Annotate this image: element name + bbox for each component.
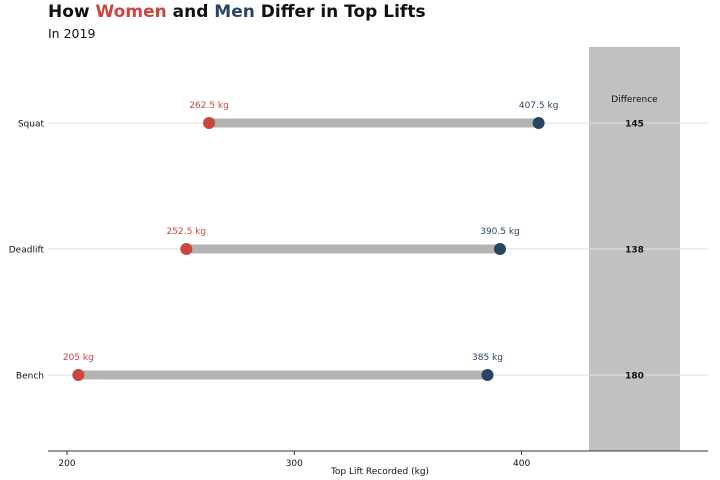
data-label-men-deadlift: 390.5 kg	[480, 227, 520, 237]
category-label-squat: Squat	[18, 120, 45, 130]
point-women-squat	[203, 117, 216, 129]
x-tick-label-400: 400	[513, 459, 530, 469]
chart-subtitle: In 2019	[48, 26, 96, 41]
point-men-deadlift	[494, 243, 507, 255]
difference-header: Difference	[611, 95, 658, 105]
data-label-men-squat: 407.5 kg	[519, 101, 559, 111]
data-label-women-deadlift: 252.5 kg	[167, 227, 207, 237]
title-men-word: Men	[214, 2, 255, 22]
point-men-squat	[532, 117, 545, 129]
point-men-bench	[481, 369, 494, 381]
title-suffix: Differ in Top Lifts	[254, 2, 426, 22]
title-middle: and	[166, 2, 215, 22]
difference-value-deadlift: 138	[625, 246, 644, 256]
point-women-bench	[72, 369, 85, 381]
data-label-women-bench: 205 kg	[63, 353, 94, 363]
category-label-bench: Bench	[16, 372, 44, 382]
title-women-word: Women	[95, 2, 167, 22]
title-prefix: How	[48, 2, 96, 22]
x-tick-label-300: 300	[286, 459, 303, 469]
difference-value-bench: 180	[625, 372, 644, 382]
category-label-deadlift: Deadlift	[9, 246, 45, 256]
x-axis-title: Top Lift Recorded (kg)	[330, 467, 429, 477]
point-women-deadlift	[180, 243, 193, 255]
difference-value-squat: 145	[625, 120, 644, 130]
x-tick-label-200: 200	[58, 459, 75, 469]
data-label-women-squat: 262.5 kg	[189, 101, 229, 111]
data-label-men-bench: 385 kg	[472, 353, 503, 363]
chart-title: How Women and Men Differ in Top Lifts	[48, 2, 426, 22]
